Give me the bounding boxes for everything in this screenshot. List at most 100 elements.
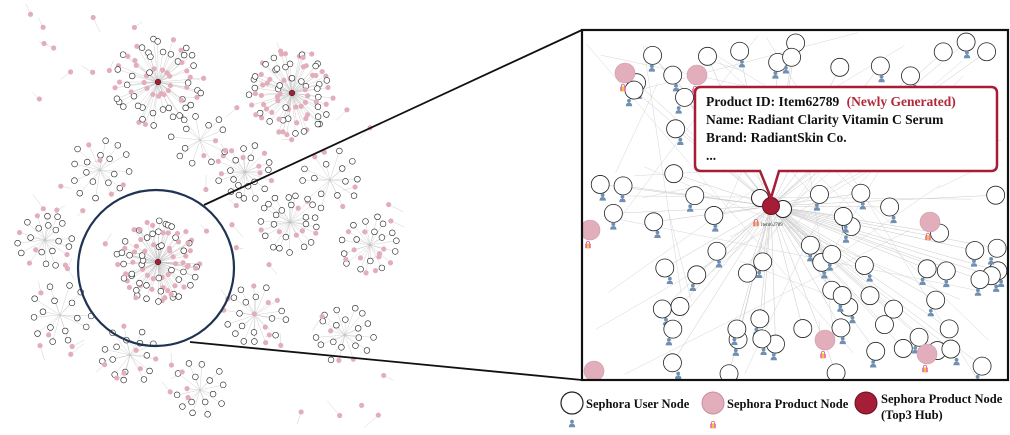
network-edge: [157, 54, 172, 83]
product-node: [203, 186, 209, 193]
product-node: [37, 343, 43, 349]
network-edge: [770, 205, 992, 276]
network-edge: [112, 332, 131, 356]
user-node: [314, 103, 322, 110]
user-node: [105, 179, 112, 186]
user-node: [371, 228, 378, 236]
user-node: [302, 220, 310, 228]
network-edge: [624, 230, 910, 375]
user-node: [265, 166, 272, 174]
user-node: [286, 60, 294, 68]
network-edge: [672, 205, 772, 330]
user-node: [292, 192, 299, 200]
user-node: [183, 44, 190, 52]
product-node: [293, 232, 299, 238]
product-node: [263, 106, 270, 112]
user-node: [165, 104, 173, 112]
product-node: [388, 218, 394, 224]
user-node: [941, 339, 961, 359]
network-edge: [171, 136, 201, 141]
user-node: [215, 116, 223, 123]
network-edge: [157, 65, 194, 83]
network-edge: [102, 354, 131, 362]
user-node: [282, 63, 289, 71]
user-node: [663, 65, 683, 85]
user-node: [675, 87, 694, 107]
network-edge: [770, 205, 998, 272]
network-edge: [153, 81, 159, 126]
network-edge: [157, 261, 179, 297]
highlight-node[interactable]: Item62789: [751, 189, 792, 229]
product-node: [363, 270, 369, 276]
user-node: [24, 219, 31, 226]
user-node: [314, 113, 322, 120]
user-node: [227, 167, 234, 174]
user-node: [262, 61, 269, 68]
user-node: [121, 238, 129, 245]
user-node: [198, 361, 206, 368]
user-node: [319, 317, 327, 325]
user-node: [120, 103, 127, 110]
network-edge: [184, 119, 201, 141]
user-node: [192, 373, 199, 381]
user-node: [704, 206, 724, 225]
user-node: [590, 175, 610, 194]
user-node: [393, 237, 400, 244]
user-node: [181, 145, 189, 152]
user-node: [30, 314, 38, 321]
network-edge: [291, 92, 305, 132]
network-edge: [291, 92, 334, 99]
network-edge: [314, 156, 331, 181]
user-node: [146, 367, 153, 375]
product-node: [162, 295, 168, 301]
product-node: [261, 150, 268, 156]
product-node: [330, 95, 336, 101]
user-node: [128, 270, 136, 278]
user-node: [270, 243, 277, 251]
legend-hub-node-swatch: [854, 391, 878, 415]
user-node: [54, 213, 61, 220]
network-edge: [136, 246, 159, 263]
product-node: [277, 91, 283, 97]
network-edge: [251, 92, 293, 106]
product-node: [133, 295, 139, 301]
svg-text:Product ID: Item62789 (N: Product ID: Item62789 (Newly Generated): [706, 94, 956, 109]
user-node: [159, 106, 167, 113]
network-edge: [265, 221, 291, 236]
product-node: [170, 37, 177, 43]
network-edge: [291, 92, 327, 115]
product-node: [233, 202, 239, 209]
product-node: [268, 177, 275, 184]
product-node: [267, 76, 273, 82]
product-node: [203, 228, 210, 234]
user-node: [687, 265, 707, 285]
network-edge: [135, 261, 159, 298]
product-node: [259, 115, 265, 121]
user-node: [114, 142, 122, 149]
network-edge: [289, 221, 316, 234]
network-edge: [132, 75, 159, 83]
product-node: [132, 57, 138, 64]
user-node: [119, 51, 127, 58]
network-edge: [44, 239, 47, 264]
network-edge: [273, 57, 293, 94]
product-node: [276, 116, 282, 122]
product-node: [304, 112, 311, 118]
network-edge: [291, 54, 303, 94]
network-edge: [231, 224, 244, 238]
user-node: [359, 310, 366, 317]
user-node: [307, 239, 315, 246]
product-node: [179, 369, 185, 375]
network-edge: [254, 87, 293, 94]
product-node: [131, 249, 138, 255]
product-node: [303, 116, 309, 122]
user-node: [719, 364, 739, 380]
network-edge: [668, 210, 692, 302]
product-node: [240, 154, 246, 161]
user-node: [169, 113, 177, 121]
product-node: [372, 268, 379, 274]
product-node: [275, 98, 281, 104]
network-edge: [336, 309, 346, 336]
legend-user-node-label: Sephora User Node: [586, 397, 690, 411]
user-node: [363, 347, 371, 354]
